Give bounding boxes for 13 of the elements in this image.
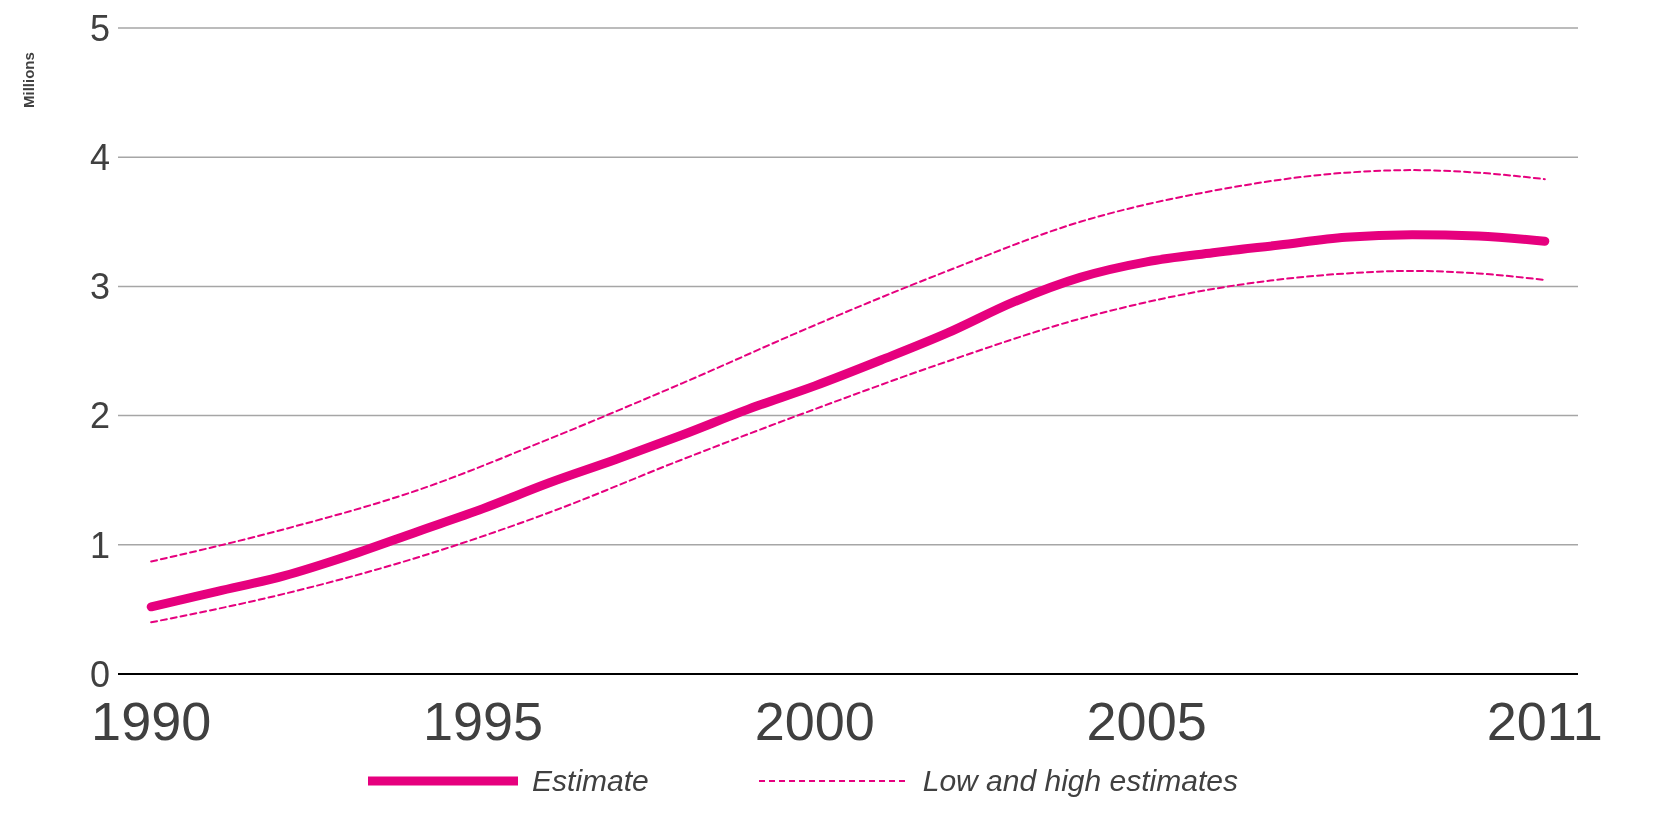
y-axis-title: Millions: [20, 52, 37, 108]
legend-label: Estimate: [532, 764, 649, 798]
y-tick-label: 5: [89, 7, 110, 49]
line-series: [150, 169, 1546, 563]
x-tick-label: 2005: [1086, 691, 1207, 752]
legend-label: Low and high estimates: [922, 764, 1238, 798]
y-tick-label: 1: [89, 524, 110, 566]
x-tick-label: 2000: [754, 691, 875, 752]
y-tick-label: 2: [89, 395, 110, 437]
x-tick-label: 2011: [1486, 691, 1603, 752]
y-tick-label: 4: [89, 136, 110, 178]
y-tick-label: 3: [89, 266, 110, 308]
x-tick-label: 1995: [422, 691, 544, 752]
